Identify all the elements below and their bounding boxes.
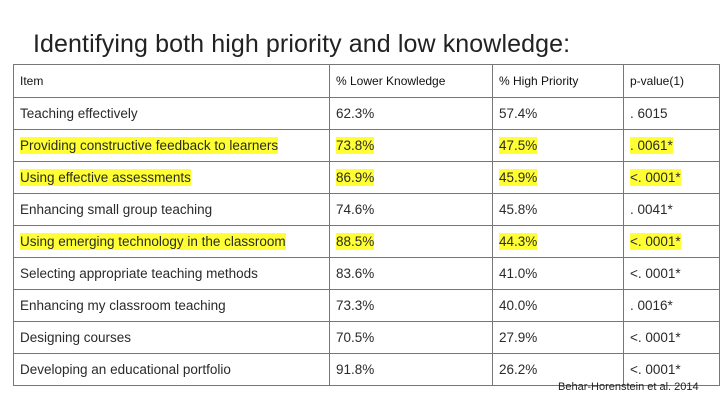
table-row: Using emerging technology in the classro… (13, 225, 720, 258)
cell-item-text: Enhancing small group teaching (20, 202, 213, 217)
cell-p-value: <. 0001* (623, 257, 720, 290)
cell-item: Designing courses (13, 321, 330, 354)
cell-lower-knowledge: 83.6% (329, 257, 493, 290)
cell-item-text: Using effective assessments (20, 169, 191, 186)
cell-high-priority: 44.3% (492, 225, 624, 258)
cell-high-priority-text: 57.4% (499, 106, 538, 121)
cell-p-value: . 0041* (623, 193, 720, 226)
cell-p-value-text: <. 0001* (630, 362, 681, 377)
cell-lower-knowledge-text: 62.3% (336, 106, 375, 121)
cell-p-value: . 0061* (623, 129, 720, 162)
cell-high-priority: 41.0% (492, 257, 624, 290)
cell-p-value-text: . 0061* (630, 137, 673, 154)
cell-item: Enhancing my classroom teaching (13, 289, 330, 322)
cell-high-priority-text: 45.9% (499, 169, 538, 186)
cell-lower-knowledge: 70.5% (329, 321, 493, 354)
cell-p-value: <. 0001* (623, 225, 720, 258)
cell-p-value: <. 0001* (623, 353, 720, 386)
cell-lower-knowledge-text: 86.9% (336, 169, 375, 186)
cell-high-priority: 57.4% (492, 97, 624, 130)
slide-title: Identifying both high priority and low k… (33, 30, 571, 58)
cell-lower-knowledge: 91.8% (329, 353, 493, 386)
cell-high-priority-text: 27.9% (499, 330, 538, 345)
cell-lower-knowledge: 88.5% (329, 225, 493, 258)
cell-p-value: . 6015 (623, 97, 720, 130)
cell-lower-knowledge: 62.3% (329, 97, 493, 130)
table-row: Enhancing my classroom teaching 73.3% 40.0… (13, 289, 720, 322)
cell-item-text: Using emerging technology in the classro… (20, 233, 286, 250)
cell-item: Teaching effectively (13, 97, 330, 130)
cell-high-priority-text: 40.0% (499, 298, 538, 313)
cell-p-value: . 0016* (623, 289, 720, 322)
cell-high-priority: 45.8% (492, 193, 624, 226)
cell-high-priority: 27.9% (492, 321, 624, 354)
table-row: Using effective assessments 86.9% 45.9% <. … (13, 161, 720, 194)
cell-item-text: Selecting appropriate teaching methods (20, 266, 258, 281)
cell-lower-knowledge-text: 74.6% (336, 202, 375, 217)
cell-p-value: <. 0001* (623, 321, 720, 354)
cell-lower-knowledge-text: 91.8% (336, 362, 375, 377)
table-row: Enhancing small group teaching 74.6% 45.8%… (13, 193, 720, 226)
cell-item: Selecting appropriate teaching methods (13, 257, 330, 290)
cell-lower-knowledge-text: 88.5% (336, 233, 375, 250)
table-row: Developing an educational portfolio 91.8%… (13, 353, 720, 386)
cell-item-text: Designing courses (20, 330, 132, 345)
cell-item-text: Teaching effectively (20, 106, 138, 121)
cell-item: Using emerging technology in the classro… (13, 225, 330, 258)
cell-item-text: Enhancing my classroom teaching (20, 298, 226, 313)
cell-lower-knowledge-text: 73.3% (336, 298, 375, 313)
cell-item: Enhancing small group teaching (13, 193, 330, 226)
cell-p-value-text: <. 0001* (630, 169, 681, 186)
table-row: Designing courses 70.5% 27.9% <. 0001* (13, 321, 720, 354)
header-lower-knowledge: % Lower Knowledge (329, 64, 493, 98)
cell-high-priority: 47.5% (492, 129, 624, 162)
table-header-row: Item % Lower Knowledge % High Priority p… (13, 64, 720, 98)
table-row: Selecting appropriate teaching methods 83… (13, 257, 720, 290)
table-body: Teaching effectively 62.3% 57.4% . 6015 Prov… (13, 97, 720, 386)
citation: Behar-Horenstein et al. 2014 (558, 381, 699, 393)
cell-item-text: Developing an educational portfolio (20, 362, 231, 377)
cell-item: Using effective assessments (13, 161, 330, 194)
cell-lower-knowledge-text: 70.5% (336, 330, 375, 345)
cell-lower-knowledge: 86.9% (329, 161, 493, 194)
cell-high-priority-text: 44.3% (499, 233, 538, 250)
cell-p-value-text: . 0016* (630, 298, 673, 313)
cell-lower-knowledge-text: 73.8% (336, 137, 375, 154)
header-item: Item (13, 64, 330, 98)
cell-lower-knowledge: 73.8% (329, 129, 493, 162)
table-row: Providing constructive feedback to learn… (13, 129, 720, 162)
cell-p-value-text: . 6015 (630, 106, 668, 121)
cell-p-value-text: . 0041* (630, 202, 673, 217)
table-row: Teaching effectively 62.3% 57.4% . 6015 (13, 97, 720, 130)
header-high-priority: % High Priority (492, 64, 624, 98)
cell-item: Providing constructive feedback to learn… (13, 129, 330, 162)
cell-item-text: Providing constructive feedback to learn… (20, 137, 279, 154)
cell-lower-knowledge: 73.3% (329, 289, 493, 322)
cell-p-value-text: <. 0001* (630, 330, 681, 345)
cell-p-value-text: <. 0001* (630, 266, 681, 281)
cell-lower-knowledge: 74.6% (329, 193, 493, 226)
cell-p-value-text: <. 0001* (630, 233, 681, 250)
cell-p-value: <. 0001* (623, 161, 720, 194)
cell-item: Developing an educational portfolio (13, 353, 330, 386)
header-p-value: p-value(1) (623, 64, 720, 98)
cell-high-priority-text: 26.2% (499, 362, 538, 377)
cell-high-priority: 40.0% (492, 289, 624, 322)
cell-high-priority-text: 45.8% (499, 202, 538, 217)
cell-high-priority-text: 41.0% (499, 266, 538, 281)
cell-lower-knowledge-text: 83.6% (336, 266, 375, 281)
cell-high-priority: 45.9% (492, 161, 624, 194)
cell-high-priority-text: 47.5% (499, 137, 538, 154)
data-table: Item % Lower Knowledge % High Priority p… (13, 64, 720, 386)
